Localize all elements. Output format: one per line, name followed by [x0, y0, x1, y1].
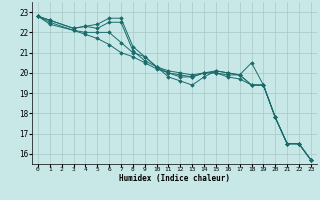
X-axis label: Humidex (Indice chaleur): Humidex (Indice chaleur) — [119, 174, 230, 183]
